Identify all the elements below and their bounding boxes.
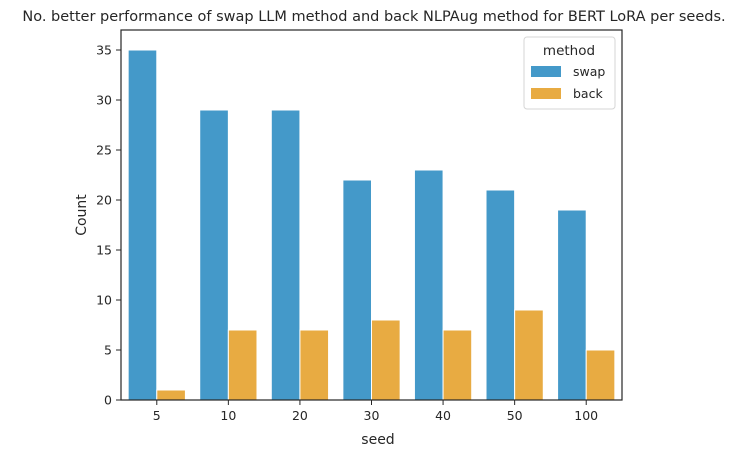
bar-back-seed-20 [299, 329, 330, 401]
bar-back-seed-50 [514, 309, 544, 401]
bar-back-seed-5 [156, 389, 186, 401]
x-tick-label: 30 [364, 408, 380, 423]
bar-back-seed-100 [585, 349, 616, 401]
bar-back-seed-10 [227, 329, 258, 401]
legend: method swap back [523, 36, 616, 110]
legend-swatch-back [531, 88, 561, 99]
legend-label-back: back [573, 86, 603, 101]
bars-group [127, 49, 616, 401]
bar-swap-seed-50 [485, 189, 516, 401]
bar-swap-seed-20 [270, 109, 301, 401]
bar-back-seed-40 [442, 329, 473, 401]
y-tick-label: 15 [96, 243, 112, 258]
legend-title: method [543, 43, 595, 59]
x-tick-label: 20 [292, 408, 308, 423]
bar-swap-seed-100 [557, 209, 587, 401]
x-tick-label: 5 [153, 408, 161, 423]
x-tick-label: 10 [220, 408, 236, 423]
y-tick-label: 5 [104, 343, 112, 358]
x-axis-ticks: 5 10 20 30 40 50 100 [153, 400, 598, 423]
y-tick-label: 0 [104, 393, 112, 408]
x-axis-label: seed [361, 432, 394, 448]
y-tick-label: 20 [96, 193, 112, 208]
x-tick-label: 50 [507, 408, 523, 423]
bar-swap-seed-5 [127, 49, 158, 401]
bar-swap-seed-40 [413, 169, 444, 401]
y-tick-label: 25 [96, 143, 112, 158]
bar-swap-seed-10 [199, 109, 229, 401]
y-tick-label: 10 [96, 293, 112, 308]
y-axis-ticks: 0 5 10 15 20 25 30 35 [96, 43, 121, 408]
x-tick-label: 100 [574, 408, 598, 423]
y-tick-label: 30 [96, 93, 112, 108]
x-tick-label: 40 [435, 408, 451, 423]
chart-title: No. better performance of swap LLM metho… [22, 9, 725, 25]
y-tick-label: 35 [96, 43, 112, 58]
y-axis-label: Count [74, 194, 90, 236]
legend-label-swap: swap [573, 64, 605, 79]
bar-swap-seed-30 [342, 179, 372, 401]
bar-back-seed-30 [371, 319, 401, 401]
legend-swatch-swap [531, 66, 561, 77]
